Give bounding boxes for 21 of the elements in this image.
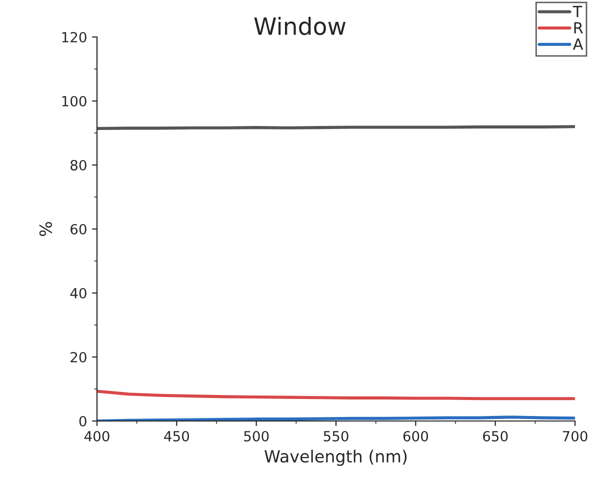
y-tick-label: 80 xyxy=(70,160,86,170)
x-tick-label: 700 xyxy=(562,430,588,442)
x-tick-label: 650 xyxy=(483,430,508,442)
y-tick-label: 40 xyxy=(70,288,86,298)
y-tick-label: 60 xyxy=(70,224,86,234)
x-tick-label: 600 xyxy=(403,430,428,442)
line-series xyxy=(97,390,575,400)
y-tick-label: 120 xyxy=(62,32,86,42)
x-axis-title: Wavelength (nm) xyxy=(264,450,407,466)
legend-label: T xyxy=(572,6,582,18)
x-tick-label: 450 xyxy=(164,430,189,442)
y-tick-label: 100 xyxy=(62,96,86,106)
x-tick-label: 550 xyxy=(324,430,348,442)
x-tick-label: 400 xyxy=(84,430,110,442)
y-axis-title: % xyxy=(39,222,52,236)
y-tick-label: 0 xyxy=(79,416,86,426)
x-tick-label: 500 xyxy=(244,430,269,442)
chart-title: Window xyxy=(254,16,346,36)
legend-label: A xyxy=(572,38,584,50)
legend-label: R xyxy=(574,22,583,34)
y-tick-label: 20 xyxy=(70,352,86,362)
